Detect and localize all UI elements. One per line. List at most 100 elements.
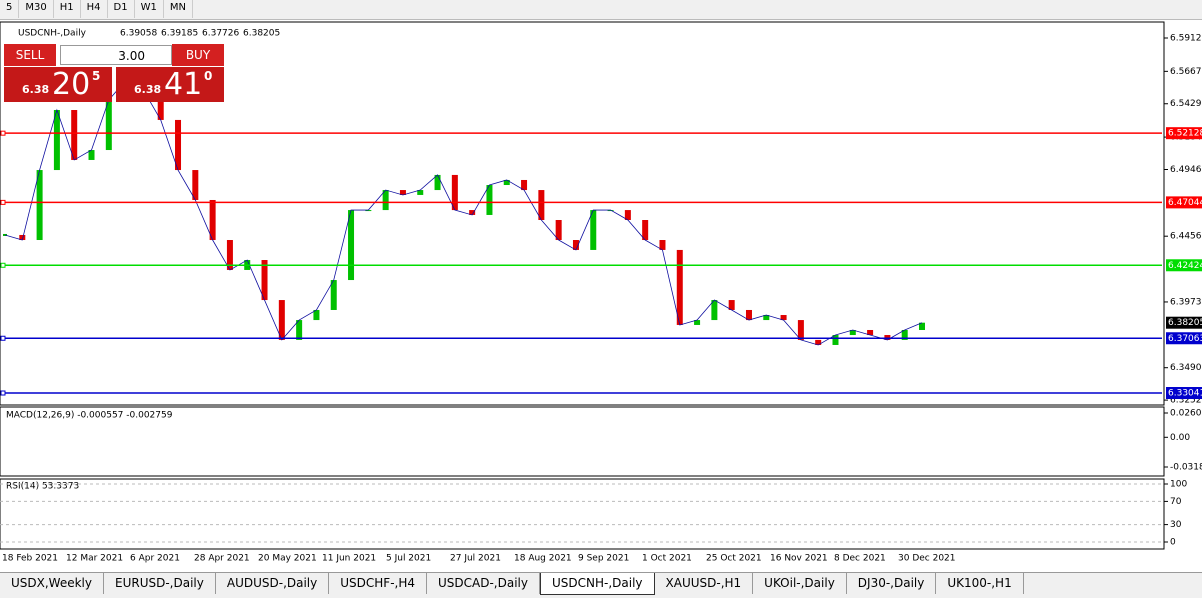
candle [521, 179, 528, 191]
level-handle [0, 335, 6, 341]
chart-window: USDCNH-,Daily MACD(12,26,9) -0.000557 -0… [0, 21, 1202, 564]
candle [832, 335, 839, 345]
candle [105, 99, 112, 151]
date-label: 18 Aug 2021 [514, 554, 572, 564]
symbol: USDCNH-,Daily [18, 29, 87, 39]
candle [330, 280, 337, 310]
candle [209, 199, 216, 241]
date-label: 27 Jul 2021 [450, 554, 501, 564]
buy-small: 0 [204, 69, 213, 83]
date-label: 8 Dec 2021 [834, 554, 886, 564]
chart-tab[interactable]: UKOil-,Daily [753, 573, 847, 594]
price-tag [1166, 127, 1202, 140]
date-label: 16 Nov 2021 [770, 554, 828, 564]
price-tag-label: 6.42424 [1168, 261, 1202, 271]
candle [745, 309, 752, 321]
candle [19, 234, 26, 241]
axis-label: 30 [1170, 520, 1182, 530]
chart-tab[interactable]: UK100-,H1 [936, 573, 1024, 594]
buy-big: 41 [164, 67, 203, 102]
date-label: 5 Jul 2021 [386, 554, 431, 564]
date-label: 20 May 2021 [258, 554, 317, 564]
sell-small: 5 [92, 69, 101, 83]
candle [278, 300, 285, 340]
axis-label: 100 [1170, 480, 1187, 490]
chart-tab[interactable]: USDCHF-,H4 [329, 573, 427, 594]
timeframe-button[interactable]: MN [164, 0, 193, 18]
candle [919, 322, 925, 330]
date-label: 1 Oct 2021 [642, 554, 692, 564]
buy-price[interactable]: 6.38 41 0 [116, 67, 224, 102]
candle [815, 339, 822, 345]
candle [175, 119, 182, 171]
date-label: 12 Mar 2021 [66, 554, 123, 564]
timeframe-button[interactable]: 5 [0, 0, 20, 18]
sell-big: 20 [52, 67, 91, 102]
buy-prefix: 6.38 [134, 83, 162, 96]
timeframe-button[interactable]: W1 [135, 0, 164, 18]
axis-label: 6.39730 [1170, 297, 1202, 307]
axis-label: 0 [1170, 538, 1176, 548]
chart-tab[interactable]: EURUSD-,Daily [104, 573, 216, 594]
candle [365, 210, 372, 212]
price-tag [1166, 196, 1202, 209]
level-handle [0, 199, 6, 205]
candle [659, 240, 666, 250]
price-tag-label: 6.47044 [1168, 198, 1202, 208]
candle [434, 174, 441, 191]
date-label: 6 Apr 2021 [130, 554, 180, 564]
candle [296, 320, 303, 340]
chart-tab[interactable]: USDX,Weekly [0, 573, 104, 594]
rsi-label: RSI(14) 53.3373 [6, 482, 79, 492]
chart-tabs: USDX,Weekly EURUSD-,Daily AUDUSD-,Daily USD… [0, 572, 1202, 598]
ohlc-value: 6.39058 [120, 29, 157, 39]
chart-tab[interactable]: AUDUSD-,Daily [216, 573, 330, 594]
candle [694, 320, 701, 325]
candle [36, 170, 43, 241]
ohlc-value: 6.37726 [202, 29, 239, 39]
date-label: 25 Oct 2021 [706, 554, 762, 564]
candle [53, 110, 60, 171]
price-tag-label: 6.33041 [1168, 389, 1202, 399]
candle [711, 300, 718, 321]
chart-tab[interactable]: DJ30-,Daily [847, 573, 937, 594]
candle [642, 220, 649, 241]
level-handle [0, 130, 6, 136]
candle [590, 210, 597, 250]
axis-label: 6.34900 [1170, 363, 1202, 373]
candle [555, 220, 562, 241]
candle [261, 260, 268, 301]
candle [88, 150, 95, 160]
chart-tab[interactable]: USDCAD-,Daily [427, 573, 540, 594]
axis-label: 6.59120 [1170, 33, 1202, 43]
ohlc-value: 6.39185 [161, 29, 198, 39]
timeframe-button[interactable]: D1 [108, 0, 135, 18]
candle [901, 329, 908, 340]
chart-tab[interactable]: XAUUSD-,H1 [655, 573, 754, 594]
axis-label: 70 [1170, 497, 1182, 507]
axis-label: 6.54290 [1170, 99, 1202, 109]
lots-input[interactable]: 3.00 [60, 45, 172, 65]
candle [503, 179, 510, 186]
candle [867, 329, 874, 336]
candle [624, 210, 631, 221]
candle [607, 210, 614, 212]
date-label: 11 Jun 2021 [322, 554, 376, 564]
date-label: 30 Dec 2021 [898, 554, 956, 564]
date-label: 9 Sep 2021 [578, 554, 629, 564]
candle [226, 240, 233, 270]
axis-label: 6.49460 [1170, 165, 1202, 175]
level-handle [0, 390, 6, 396]
candle [192, 170, 199, 200]
sell-price[interactable]: 6.38 20 5 [4, 67, 112, 102]
timeframe-button[interactable]: M30 [19, 0, 54, 18]
candle [451, 174, 458, 211]
candle [797, 320, 804, 340]
candle [71, 110, 78, 160]
buy-button[interactable]: BUY [172, 44, 224, 66]
sell-button[interactable]: SELL [4, 44, 56, 66]
chart-tab[interactable]: USDCNH-,Daily [539, 573, 655, 595]
timeframe-button[interactable]: H1 [54, 0, 81, 18]
timeframe-button[interactable]: H4 [81, 0, 108, 18]
